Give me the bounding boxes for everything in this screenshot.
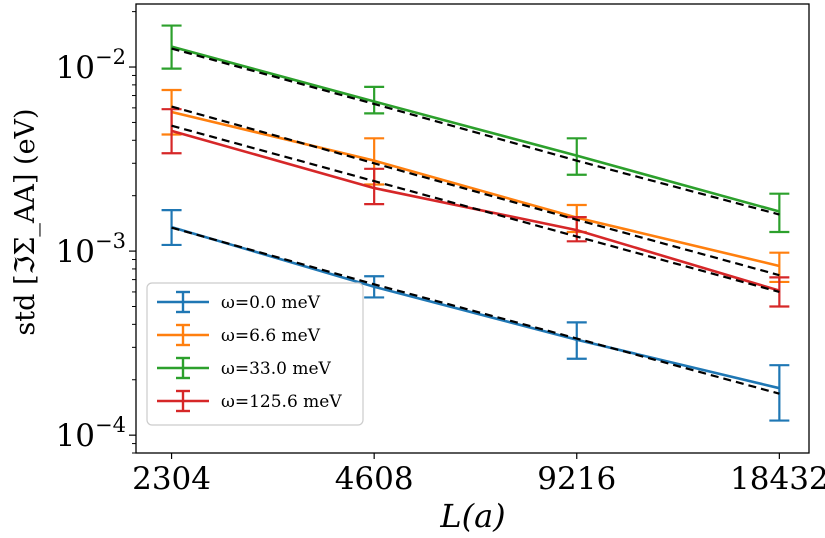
fit-line-2 [171, 47, 780, 216]
legend-label-3: ω=125.6 meV [221, 392, 342, 412]
fit-line-3 [171, 124, 780, 293]
error-bar-3-3 [769, 276, 790, 308]
error-bar-0-1 [364, 275, 385, 299]
legend-handle-0 [157, 290, 209, 314]
fit-line-1 [171, 105, 780, 277]
legend-label-1: ω=6.6 meV [221, 326, 321, 346]
error-bar-3-0 [161, 108, 182, 155]
y-tick-label-0: 10−2 [56, 45, 126, 86]
x-tick-label-3: 18432 [730, 461, 825, 497]
fit-line-0 [171, 226, 780, 395]
error-bar-2-2 [566, 137, 587, 176]
series-line-1 [171, 110, 780, 268]
x-tick-label-2: 9216 [537, 461, 616, 497]
axes: 2304 4608 9216 18432 10−2 10−3 10−4 [56, 3, 825, 497]
y-tick-label-2: 10−4 [56, 413, 126, 454]
legend-label-0: ω=0.0 meV [221, 293, 321, 313]
legend: ω=0.0 meV ω=6.6 meV ω=33.0 meV ω=125.6 meV [146, 282, 364, 426]
series-line-2 [171, 45, 780, 213]
error-bar-2-1 [364, 85, 385, 115]
x-axis-label: L(a) [439, 497, 505, 535]
error-bar-3-1 [364, 167, 385, 206]
axes-frame [135, 3, 810, 454]
x-tick-label-0: 2304 [132, 461, 211, 497]
legend-handle-3 [157, 389, 209, 413]
error-bar-2-0 [161, 24, 182, 70]
plot-area [161, 24, 790, 422]
error-bar-2-3 [769, 192, 790, 234]
legend-box [146, 282, 364, 426]
legend-handle-2 [157, 356, 209, 380]
y-axis-label: std [ℑΣ_AA] (eV) [10, 108, 41, 335]
error-bar-0-0 [161, 209, 182, 247]
series-2 [161, 24, 790, 234]
y-tick-label-1: 10−3 [56, 229, 126, 270]
error-bar-0-2 [566, 321, 587, 360]
legend-label-2: ω=33.0 meV [221, 359, 332, 379]
legend-handle-1 [157, 323, 209, 347]
x-tick-label-1: 4608 [335, 461, 414, 497]
